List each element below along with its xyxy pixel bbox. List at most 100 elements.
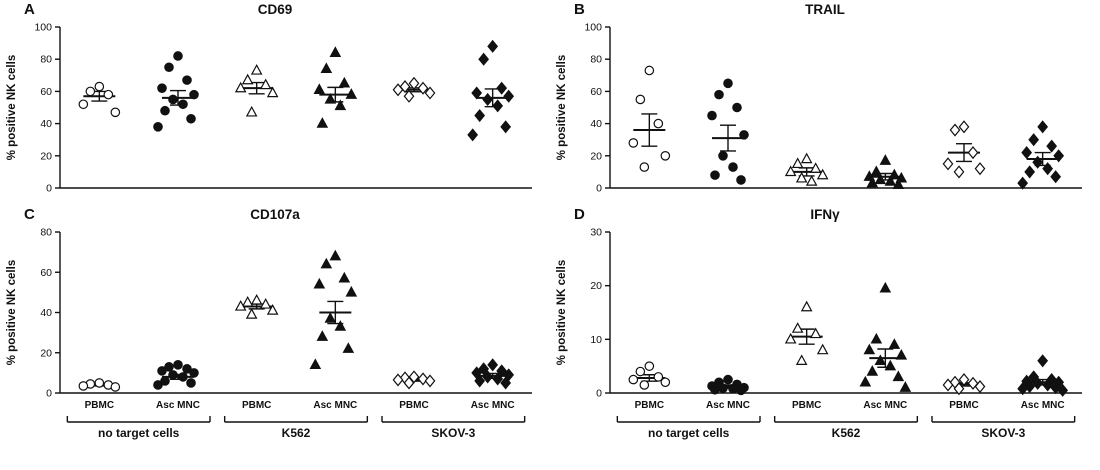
data-point-open-triangle (259, 297, 272, 309)
x-group-label: Asc MNC (313, 400, 357, 411)
data-point-filled-diamond (482, 92, 494, 106)
data-point-open-triangle (800, 300, 813, 312)
plot-ifng: 0 10 20 30 % positive NK cells PBMC Asc MNC PBM… (556, 227, 1082, 440)
data-point-filled-diamond (503, 89, 515, 103)
data-point-filled-triangle (324, 312, 337, 323)
data-point-filled-diamond (492, 372, 504, 386)
data-point-open-circle (628, 138, 639, 148)
data-point-open-circle (644, 65, 655, 76)
data-point-filled-triangle (892, 178, 905, 189)
data-point-open-circle (635, 94, 646, 105)
data-point-filled-diamond (500, 376, 512, 390)
data-point-filled-diamond (492, 99, 504, 113)
data-point-filled-circle (718, 383, 728, 393)
data-point-open-diamond (967, 146, 979, 160)
y-axis-label: % positive NK cells (556, 260, 568, 365)
y-tick-label: 0 (46, 183, 52, 195)
panel-letter-c: C (24, 206, 35, 223)
data-point-filled-diamond (1053, 149, 1065, 163)
data-point-filled-triangle (342, 342, 355, 353)
data-point-open-circle (110, 382, 121, 392)
data-point-filled-circle (168, 94, 178, 105)
data-point-filled-triangle (899, 381, 912, 392)
y-tick-label: 80 (590, 54, 602, 66)
data-point-filled-circle (157, 366, 167, 376)
data-point-filled-diamond (478, 362, 490, 376)
data-point-filled-triangle (320, 257, 333, 269)
data-point-filled-triangle (874, 173, 887, 185)
data-point-open-diamond (974, 162, 986, 176)
data-point-open-diamond (403, 89, 415, 103)
plot-trail: 0 20 40 60 80 100 % positive NK cells (556, 22, 1082, 195)
data-point-open-triangle (784, 332, 797, 344)
x-group-label: Asc MNC (863, 400, 907, 411)
data-point-open-triangle (809, 327, 822, 339)
data-point-open-triangle (816, 343, 829, 355)
data-point-open-diamond (958, 373, 970, 387)
data-point-filled-circle (186, 378, 196, 388)
data-point-filled-circle (164, 62, 174, 73)
data-point-open-circle (639, 380, 650, 390)
data-point-filled-triangle (313, 277, 326, 289)
y-tick-label: 80 (40, 54, 52, 66)
panel-title-cd69: CD69 (257, 2, 293, 17)
bracket-label: no target cells (648, 426, 730, 440)
y-tick-label: 40 (40, 307, 52, 319)
y-tick-label: 40 (40, 118, 52, 130)
data-point-open-diamond (403, 376, 415, 390)
data-point-open-triangle (250, 64, 263, 75)
x-group-label: Asc MNC (1021, 400, 1065, 411)
panel-title-trail: TRAIL (805, 2, 845, 17)
data-point-filled-circle (707, 110, 717, 121)
data-point-open-triangle (805, 175, 818, 186)
data-point-filled-triangle (334, 99, 347, 111)
data-point-open-triangle (791, 157, 804, 169)
data-point-filled-triangle (866, 365, 879, 376)
data-point-filled-triangle (870, 332, 883, 344)
data-point-filled-triangle (345, 285, 358, 297)
data-point-open-circle (628, 374, 639, 385)
x-group-label: PBMC (949, 400, 978, 411)
y-axis-label: % positive NK cells (6, 55, 18, 160)
data-point-filled-circle (153, 380, 163, 390)
data-point-open-triangle (245, 105, 258, 117)
y-tick-label: 80 (40, 227, 52, 239)
data-point-filled-triangle (895, 348, 908, 360)
data-point-filled-triangle (870, 165, 883, 177)
y-tick-label: 100 (584, 22, 602, 34)
data-point-open-circle (660, 377, 671, 388)
data-point-open-circle (85, 86, 96, 97)
panel-title-ifng: IFNγ (810, 207, 840, 222)
data-point-open-diamond (953, 382, 965, 396)
data-point-filled-circle (189, 368, 199, 378)
data-point-open-diamond (974, 380, 986, 394)
data-point-open-triangle (816, 168, 829, 180)
data-point-filled-triangle (316, 330, 329, 341)
data-point-open-circle (644, 361, 655, 371)
data-point-filled-triangle (313, 83, 326, 94)
data-point-filled-triangle (866, 176, 879, 188)
data-point-open-triangle (784, 165, 797, 177)
data-point-filled-triangle (863, 343, 876, 355)
data-point-filled-circle (160, 376, 170, 386)
data-point-filled-diamond (1042, 378, 1054, 392)
data-point-filled-circle (189, 89, 199, 100)
panel-cd107a: C CD107a 0 20 40 60 80 % positive NK cells PBM… (0, 205, 550, 470)
data-point-open-circle (94, 378, 105, 388)
y-axis-label: % positive NK cells (556, 55, 568, 160)
data-point-filled-triangle (320, 62, 333, 74)
data-point-filled-circle (168, 370, 178, 380)
data-point-filled-circle (739, 130, 749, 140)
data-point-open-triangle (234, 81, 247, 93)
data-point-filled-diamond (1024, 165, 1036, 179)
data-point-filled-diamond (482, 370, 494, 384)
y-tick-label: 60 (40, 86, 52, 98)
data-point-filled-circle (732, 102, 742, 113)
data-point-filled-circle (728, 162, 738, 172)
data-point-open-diamond (392, 373, 404, 387)
data-point-filled-diamond (496, 81, 508, 95)
data-point-open-diamond (942, 157, 954, 171)
x-group-label: PBMC (792, 400, 821, 411)
data-point-filled-diamond (1017, 382, 1029, 396)
data-point-filled-diamond (500, 120, 512, 134)
